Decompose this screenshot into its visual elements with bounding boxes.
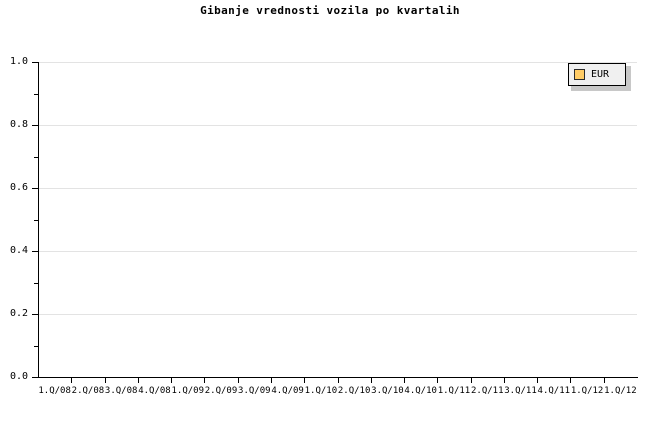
y-axis-tick-label: 0.2	[9, 308, 28, 319]
y-axis-tick-label: 0.0	[9, 371, 28, 382]
x-axis-tick-label: 1.Q/12	[604, 386, 637, 396]
x-axis-tick	[437, 378, 438, 383]
gridline	[38, 314, 637, 315]
y-axis-tick-label: 0.8	[9, 119, 28, 130]
gridline	[38, 251, 637, 252]
y-axis-tick-label: 0.6	[9, 182, 28, 193]
x-axis-tick	[71, 378, 72, 383]
y-axis-minor-tick	[34, 219, 38, 221]
x-axis-tick	[504, 378, 505, 383]
x-axis-tick-label: 1.Q/08	[38, 386, 71, 396]
y-axis-tick	[32, 314, 38, 315]
x-axis-tick	[238, 378, 239, 383]
x-axis-tick	[204, 378, 205, 383]
y-axis-minor-tick	[34, 345, 38, 347]
x-axis-tick-label: 2.Q/11	[470, 386, 504, 396]
x-axis-tick-label: 4.Q/09	[271, 386, 304, 396]
plot-area	[38, 62, 637, 377]
x-axis-tick-label: 1.Q/12	[570, 386, 604, 396]
x-axis-tick-label: 4.Q/10	[404, 386, 437, 396]
gridline	[38, 188, 637, 189]
chart-title: Gibanje vrednosti vozila po kvartalih	[200, 4, 460, 17]
y-axis-tick	[32, 125, 38, 126]
y-axis-tick	[32, 188, 38, 189]
plot-background	[38, 62, 637, 377]
x-axis-tick	[138, 378, 139, 383]
x-axis-tick	[171, 378, 172, 383]
x-axis-tick	[105, 378, 106, 383]
x-axis-tick	[271, 378, 272, 383]
legend-label-eur: EUR	[591, 69, 610, 80]
chart-legend[interactable]: EUR	[568, 63, 626, 86]
x-axis-tick-label: 2.Q/09	[204, 386, 238, 396]
gridline	[38, 62, 637, 63]
x-axis-tick-label: 1.Q/11	[437, 386, 471, 396]
y-axis-tick	[32, 251, 38, 252]
x-axis-tick-label: 4.Q/08	[138, 386, 171, 396]
legend-swatch-eur	[574, 69, 585, 80]
y-axis-tick-label: 0.4	[9, 245, 28, 256]
y-axis-tick	[32, 377, 38, 378]
x-axis-tick-label: 1.Q/10	[304, 386, 338, 396]
y-axis-line	[38, 62, 39, 378]
x-axis-tick-label: 3.Q/10	[371, 386, 404, 396]
series-svg	[38, 62, 637, 377]
y-axis-minor-tick	[34, 156, 38, 158]
x-axis-tick	[604, 378, 605, 383]
x-axis-tick-label: 3.Q/08	[104, 386, 138, 396]
x-axis-tick-label: 4.Q/11	[537, 386, 571, 396]
x-axis-tick	[537, 378, 538, 383]
x-axis-tick-label: 3.Q/11	[504, 386, 537, 396]
y-axis-tick-label: 1.0	[9, 56, 28, 67]
x-axis-tick-label: 1.Q/09	[171, 386, 205, 396]
x-axis-tick	[570, 378, 571, 383]
x-axis-tick-label: 3.Q/09	[238, 386, 271, 396]
y-axis-minor-tick	[34, 282, 38, 284]
x-axis-tick-label: 2.Q/08	[71, 386, 105, 396]
y-axis-minor-tick	[34, 93, 38, 95]
x-axis-line	[38, 377, 638, 378]
x-axis-tick	[471, 378, 472, 383]
x-axis-tick	[304, 378, 305, 383]
x-axis-tick	[371, 378, 372, 383]
y-axis-tick	[32, 62, 38, 63]
x-axis-tick-label: 2.Q/10	[337, 386, 371, 396]
gridline	[38, 125, 637, 126]
x-axis-tick	[404, 378, 405, 383]
x-axis-tick	[338, 378, 339, 383]
